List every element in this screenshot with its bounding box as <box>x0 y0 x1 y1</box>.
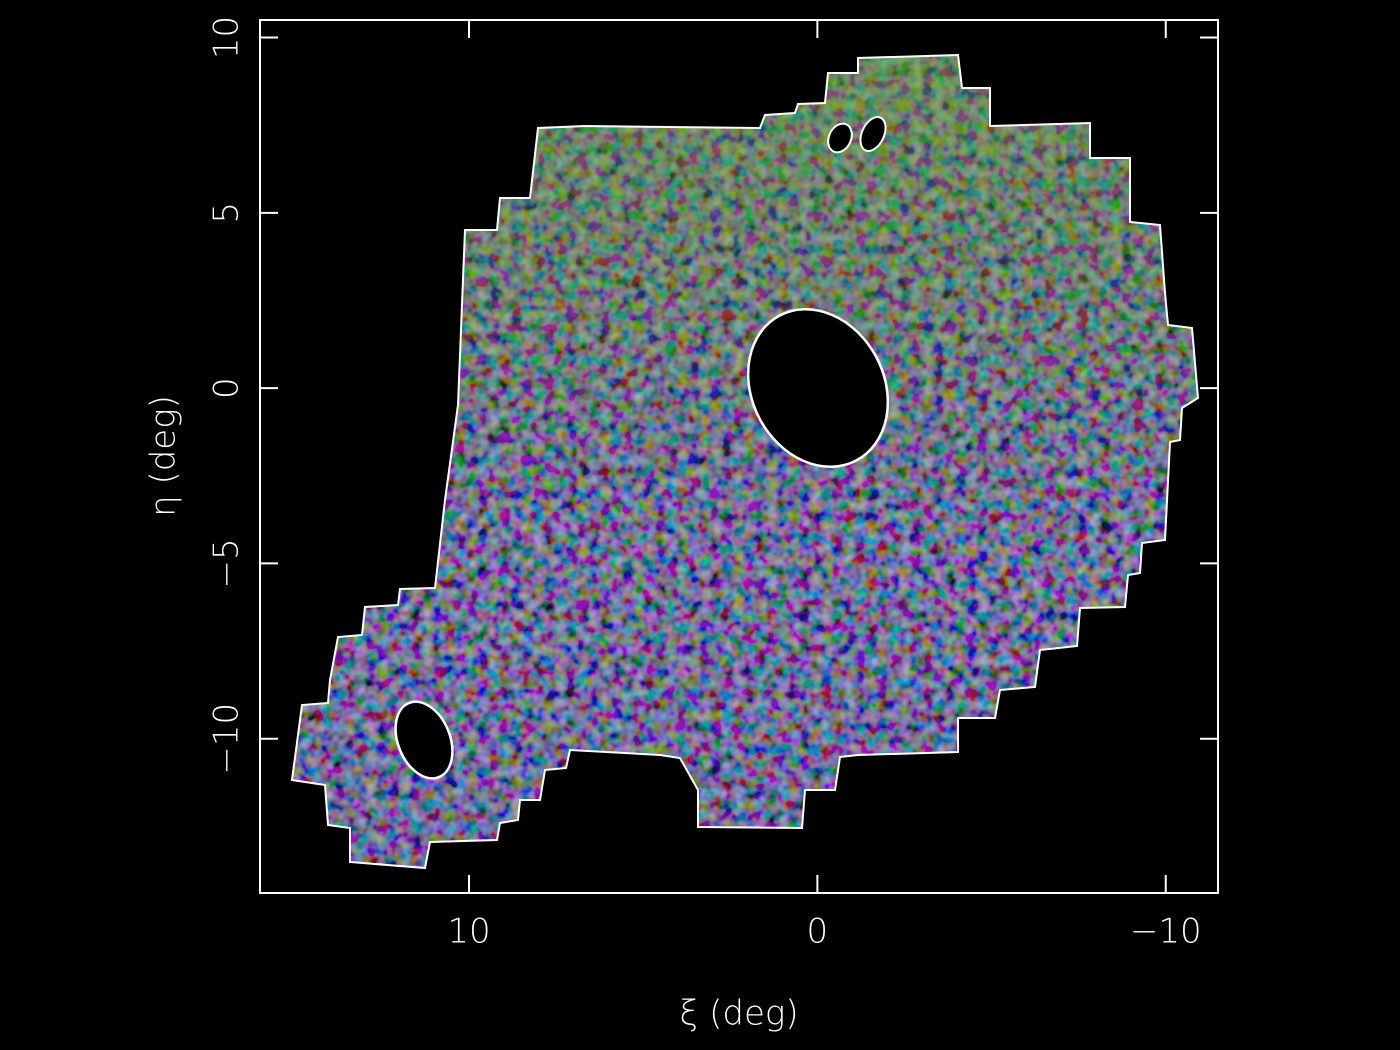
y-tick-label: −10 <box>207 703 247 775</box>
masked-ellipse <box>859 116 887 152</box>
x-tick-label: 0 <box>807 912 829 952</box>
y-axis-label: η (deg) <box>144 395 184 517</box>
masked-ellipse <box>827 122 853 154</box>
y-tick-label: 0 <box>207 377 247 399</box>
x-tick-label: 10 <box>447 912 490 952</box>
masked-ellipse <box>746 307 890 469</box>
footprint-outline <box>290 53 1200 870</box>
x-tick-label: −10 <box>1130 912 1202 952</box>
y-tick-label: −5 <box>207 538 247 588</box>
y-tick-label: 10 <box>207 16 247 59</box>
plot-frame <box>259 19 1219 894</box>
y-tick-label: 5 <box>207 202 247 224</box>
masked-ellipse <box>394 700 454 780</box>
x-axis-label: ξ (deg) <box>679 994 798 1034</box>
